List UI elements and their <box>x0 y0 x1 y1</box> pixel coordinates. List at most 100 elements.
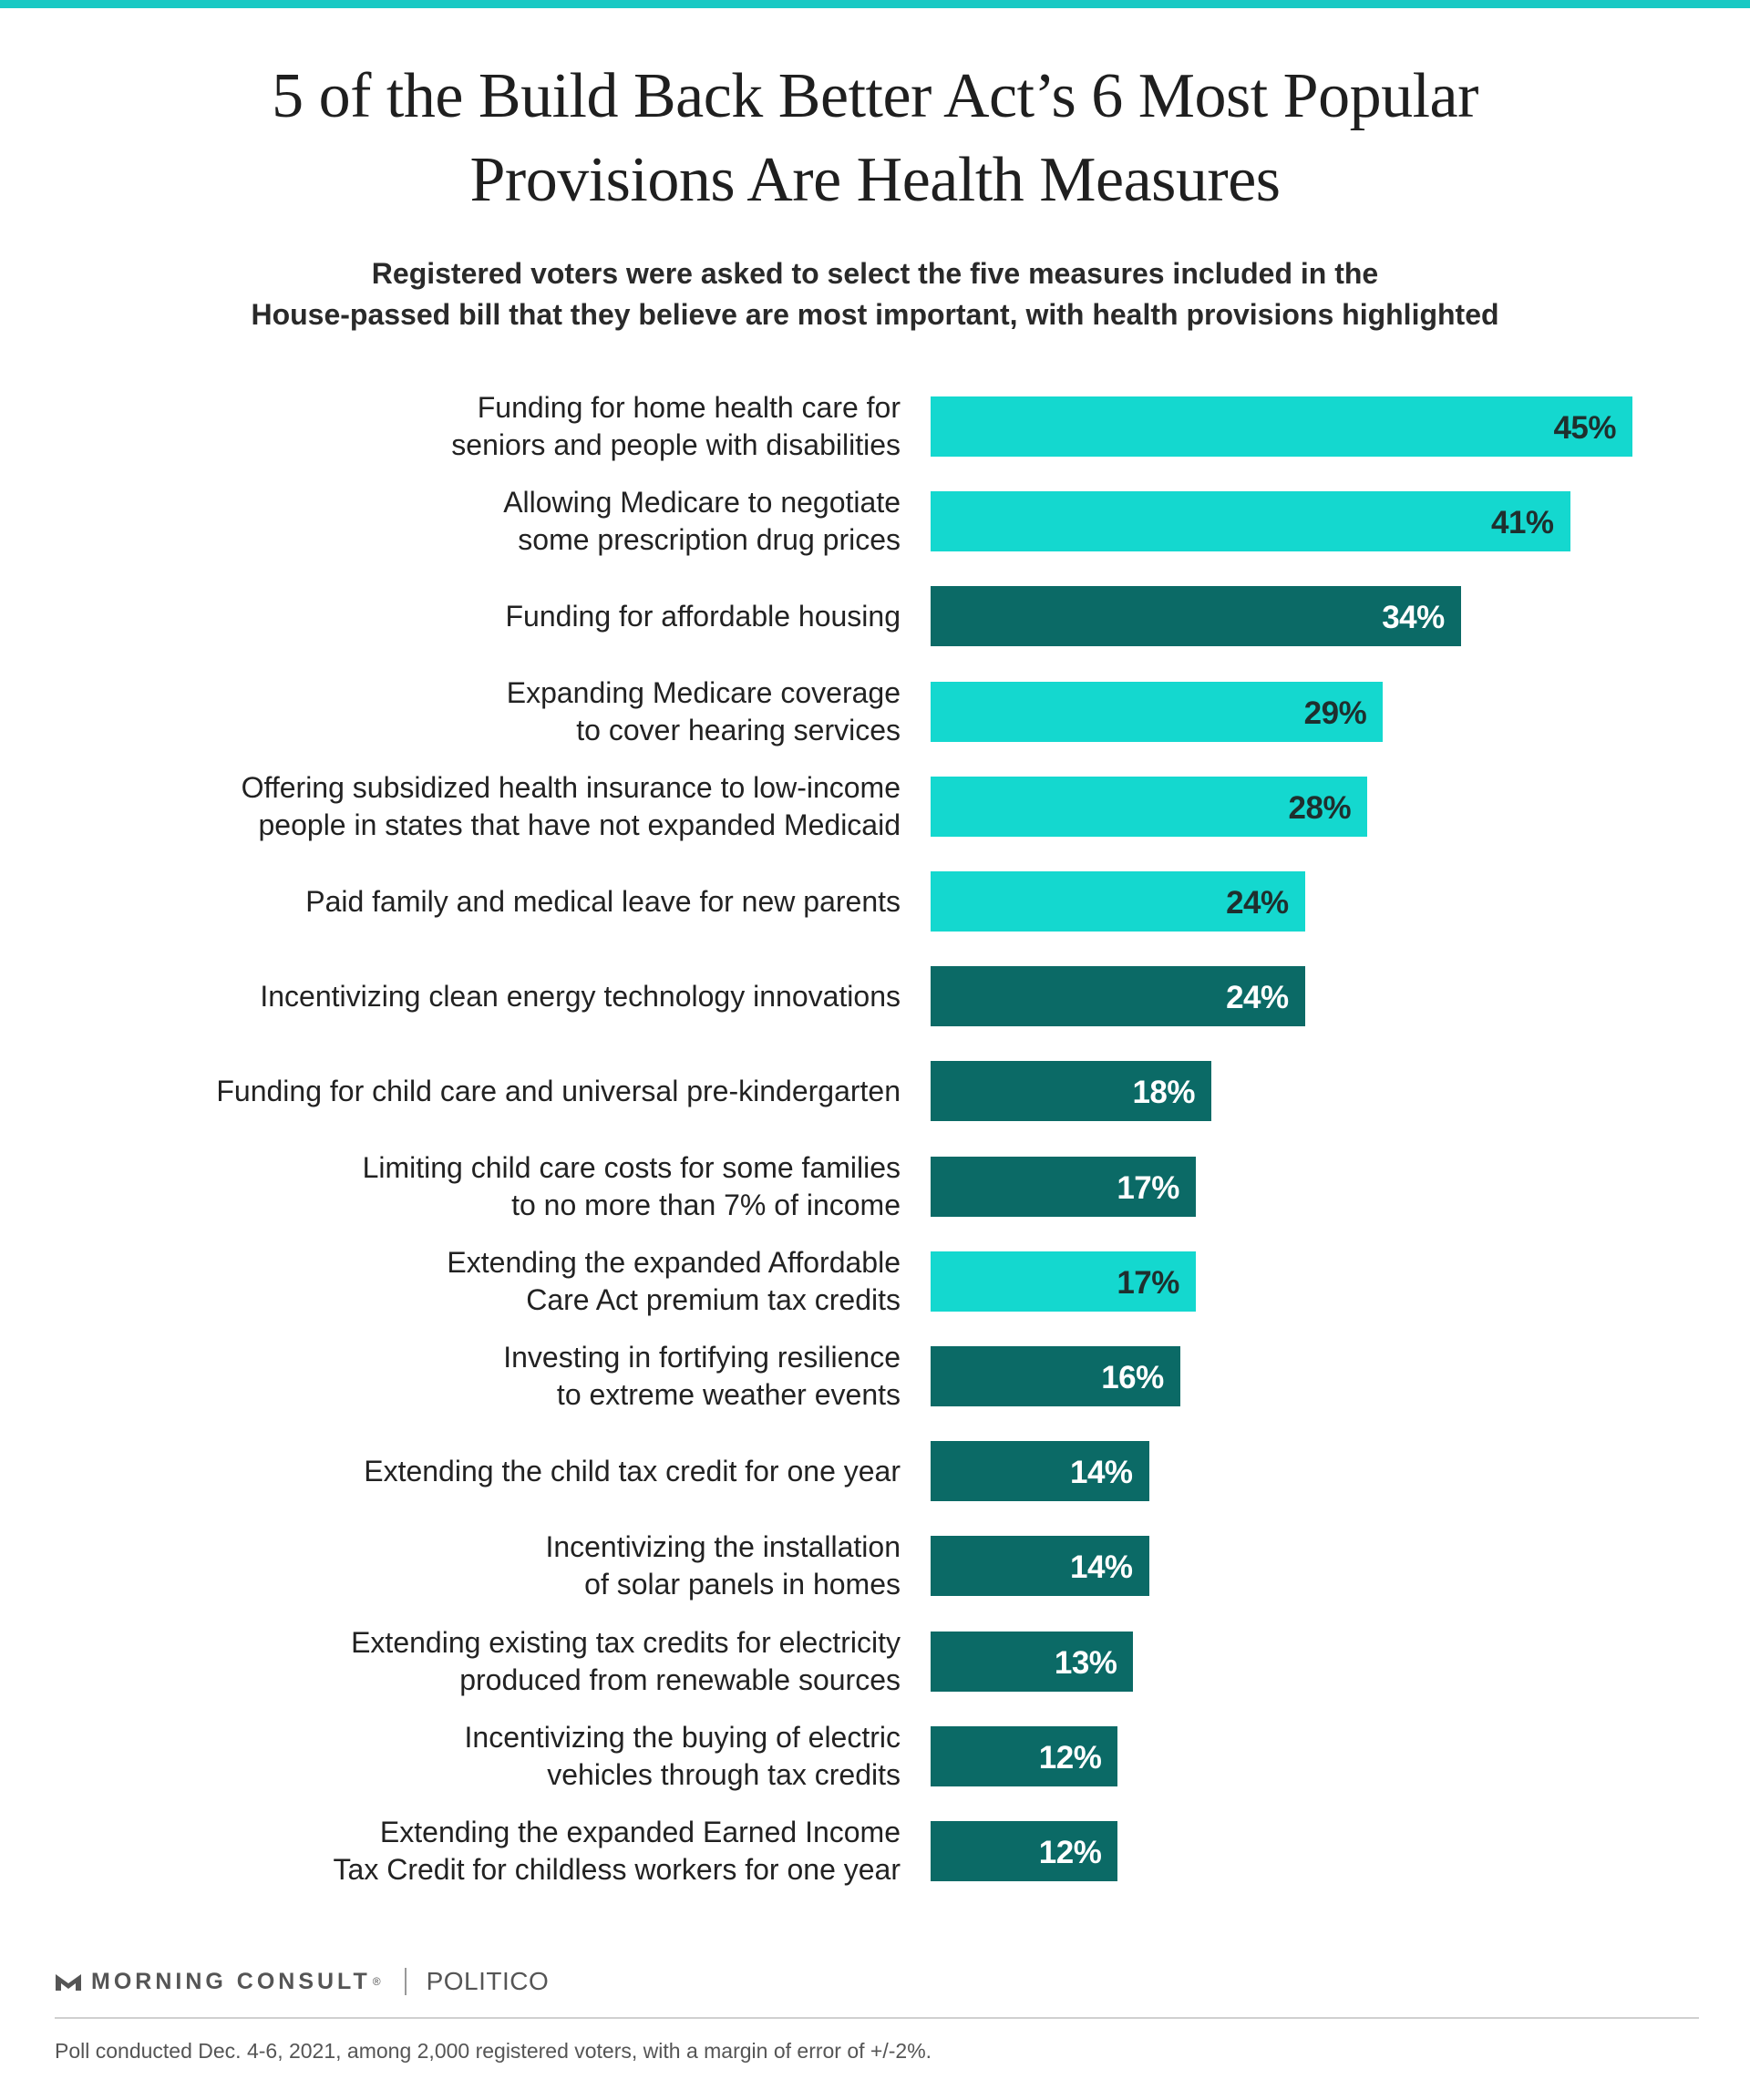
bar-health: 24% <box>931 871 1305 932</box>
category-label-line: Limiting child care costs for some famil… <box>362 1150 901 1184</box>
bar-health: 29% <box>931 681 1384 742</box>
chart-title-line-2: Provisions Are Health Measures <box>469 145 1281 215</box>
category-label-line: to extreme weather events <box>556 1378 901 1411</box>
bar-value-label: 13% <box>1054 1644 1117 1681</box>
morning-consult-wordmark: MORNING CONSULT <box>91 1968 371 1994</box>
logo-divider <box>404 1968 407 1995</box>
bar-value-label: 16% <box>1101 1360 1164 1395</box>
registered-mark: ® <box>372 1975 381 1988</box>
bar-value-label: 45% <box>1553 410 1616 446</box>
category-label-line: Extending existing tax credits for elect… <box>351 1625 901 1659</box>
bar-value-label: 12% <box>1038 1739 1102 1776</box>
category-label-line: Expanding Medicare coverage <box>506 675 901 709</box>
category-label-line: of solar panels in homes <box>584 1568 901 1601</box>
bar-value-label: 34% <box>1382 600 1445 636</box>
politico-wordmark: POLITICO <box>426 1967 550 1995</box>
bar-health: 28% <box>931 776 1368 837</box>
category-label-line: to cover hearing services <box>576 713 901 746</box>
category-label: Incentivizing the installation of solar p… <box>80 1530 901 1601</box>
category-label: Paid family and medical leave for new pa… <box>80 871 901 932</box>
bar-value-label: 28% <box>1288 789 1352 826</box>
chart-title: 5 of the Build Back Better Act’s 6 Most … <box>0 55 1750 222</box>
category-label: Extending the expanded Affordable Care Ac… <box>80 1246 901 1316</box>
bar-value-label: 24% <box>1226 885 1289 921</box>
bar-other: 14% <box>931 1441 1149 1502</box>
category-label-line: to no more than 7% of income <box>511 1188 901 1221</box>
category-label: Incentivizing clean energy technology in… <box>80 966 901 1026</box>
bar-value-label: 41% <box>1490 505 1554 541</box>
category-label-line: Extending the child tax credit for one y… <box>364 1454 901 1488</box>
bar-row: Funding for affordable housing 34% <box>0 586 1750 674</box>
category-label: Expanding Medicare coverage to cover hear… <box>80 676 901 746</box>
bar-other: 17% <box>931 1156 1196 1217</box>
category-label-line: Funding for affordable housing <box>505 599 901 633</box>
category-label-line: Investing in fortifying resilience <box>503 1341 901 1374</box>
bar-value-label: 18% <box>1132 1075 1195 1111</box>
category-label-line: seniors and people with disabilities <box>451 428 901 461</box>
bar-row: Extending the expanded Earned Income Tax … <box>0 1816 1750 1909</box>
category-label: Investing in fortifying resilience to ext… <box>80 1341 901 1411</box>
category-label-line: Offering subsidized health insurance to … <box>241 770 901 804</box>
footer-logos: MORNING CONSULT ® POLITICO <box>55 1963 549 2000</box>
bar-health: 45% <box>931 396 1632 457</box>
top-accent-rule <box>0 0 1750 8</box>
category-label: Offering subsidized health insurance to … <box>80 771 901 841</box>
category-label-line: people in states that have not expanded … <box>258 808 901 841</box>
morning-consult-logo: MORNING CONSULT ® <box>55 1969 381 1995</box>
chart-subtitle-line-1: Registered voters were asked to select t… <box>371 257 1379 290</box>
bar-value-label: 24% <box>1226 980 1289 1016</box>
category-label-line: Tax Credit for childless workers for one… <box>333 1853 901 1886</box>
category-label: Allowing Medicare to negotiate some presc… <box>80 486 901 556</box>
bar-other: 12% <box>931 1725 1118 1786</box>
bar-other: 34% <box>931 586 1461 647</box>
bar-health: 41% <box>931 491 1570 552</box>
morning-consult-mark-icon <box>56 1974 81 1991</box>
bar-other: 13% <box>931 1631 1134 1692</box>
category-label-line: some prescription drug prices <box>518 523 901 557</box>
bar-value-label: 14% <box>1069 1455 1133 1491</box>
footer-divider <box>55 2017 1699 2019</box>
bar-other: 12% <box>931 1821 1118 1881</box>
bar-row: Offering subsidized health insurance to … <box>0 771 1750 864</box>
bar-row: Investing in fortifying resilience to ext… <box>0 1341 1750 1434</box>
bar-value-label: 12% <box>1038 1835 1102 1870</box>
bar-value-label: 17% <box>1117 1264 1179 1301</box>
bar-row: Extending existing tax credits for elect… <box>0 1626 1750 1719</box>
bar-value-label: 14% <box>1069 1549 1133 1586</box>
bar-row: Incentivizing the installation of solar p… <box>0 1530 1750 1623</box>
category-label: Funding for child care and universal pre… <box>80 1061 901 1121</box>
category-label-line: Care Act premium tax credits <box>526 1282 901 1316</box>
category-label-line: Extending the expanded Affordable <box>447 1245 901 1279</box>
bar-value-label: 29% <box>1303 695 1367 731</box>
bar-other: 14% <box>931 1536 1149 1597</box>
category-label-line: Funding for home health care for <box>477 391 901 424</box>
category-label: Extending existing tax credits for elect… <box>80 1626 901 1696</box>
category-label-line: Incentivizing clean energy technology in… <box>260 979 901 1013</box>
category-label: Extending the expanded Earned Income Tax … <box>80 1816 901 1886</box>
bar-row: Paid family and medical leave for new pa… <box>0 871 1750 959</box>
category-label-line: Incentivizing the installation <box>545 1530 901 1564</box>
category-label: Funding for home health care for seniors … <box>80 391 901 461</box>
bar-row: Expanding Medicare coverage to cover hear… <box>0 676 1750 769</box>
bar-row: Incentivizing the buying of electric vehi… <box>0 1721 1750 1814</box>
bar-other: 24% <box>931 966 1305 1027</box>
bar-value-label: 17% <box>1117 1169 1179 1206</box>
category-label-line: Paid family and medical leave for new pa… <box>305 884 901 918</box>
bar-row: Extending the expanded Affordable Care Ac… <box>0 1246 1750 1339</box>
bar-row: Funding for home health care for seniors … <box>0 391 1750 484</box>
bar-other: 16% <box>931 1346 1180 1406</box>
bar-row: Funding for child care and universal pre… <box>0 1061 1750 1148</box>
bar-row: Allowing Medicare to negotiate some presc… <box>0 486 1750 579</box>
bar-other: 18% <box>931 1061 1211 1122</box>
category-label-line: vehicles through tax credits <box>547 1757 901 1791</box>
category-label: Incentivizing the buying of electric vehi… <box>80 1721 901 1791</box>
methodology-note: Poll conducted Dec. 4-6, 2021, among 2,0… <box>55 2039 932 2063</box>
chart-subtitle-line-2: House-passed bill that they believe are … <box>251 298 1499 331</box>
category-label: Extending the child tax credit for one y… <box>80 1441 901 1501</box>
category-label: Limiting child care costs for some famil… <box>80 1151 901 1221</box>
chart-title-line-1: 5 of the Build Back Better Act’s 6 Most … <box>272 61 1478 131</box>
category-label-line: Extending the expanded Earned Income <box>379 1816 901 1848</box>
category-label: Funding for affordable housing <box>80 586 901 646</box>
bar-health: 17% <box>931 1251 1196 1312</box>
